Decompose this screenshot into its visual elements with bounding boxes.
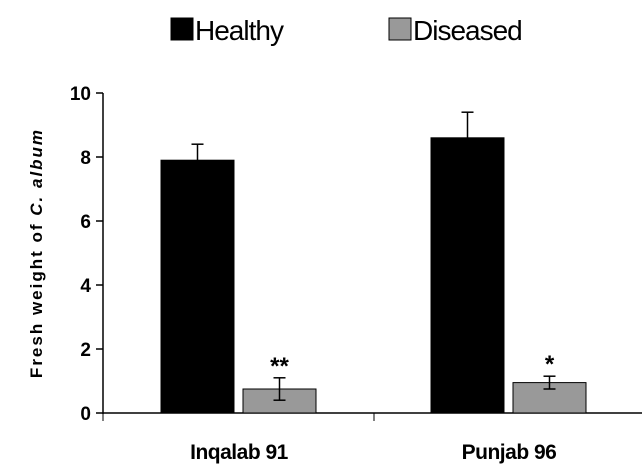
y-axis-label-prefix: Fresh weight of xyxy=(27,216,46,378)
bar-diseased-1 xyxy=(242,388,317,414)
significance-marker: * xyxy=(545,351,555,378)
bar-healthy-1 xyxy=(160,159,235,414)
bar-healthy-2 xyxy=(430,137,505,414)
legend: Healthy Diseased xyxy=(170,15,523,46)
y-tick-label: 2 xyxy=(80,340,91,361)
legend-label-healthy: Healthy xyxy=(195,15,284,46)
legend-swatch-diseased xyxy=(388,17,412,41)
x-category-label: Punjab 96 xyxy=(462,441,557,464)
y-tick-label: 6 xyxy=(80,212,91,233)
x-category-label: Inqalab 91 xyxy=(190,441,289,464)
y-tick-label: 10 xyxy=(70,84,91,105)
y-tick-label: 4 xyxy=(80,276,91,297)
y-tick-label: 8 xyxy=(80,148,91,169)
y-tick-label: 0 xyxy=(80,404,91,425)
category-labels: Inqalab 91 Punjab 96 xyxy=(190,441,557,464)
legend-label-diseased: Diseased xyxy=(413,15,522,46)
y-axis-label: Fresh weight of C. album xyxy=(27,128,46,378)
y-ticks: 0 2 4 6 8 10 xyxy=(70,84,103,425)
bars: ** * xyxy=(160,111,587,414)
significance-marker: ** xyxy=(270,353,289,380)
y-axis-label-species: C. album xyxy=(27,128,46,216)
legend-swatch-healthy xyxy=(170,17,194,41)
